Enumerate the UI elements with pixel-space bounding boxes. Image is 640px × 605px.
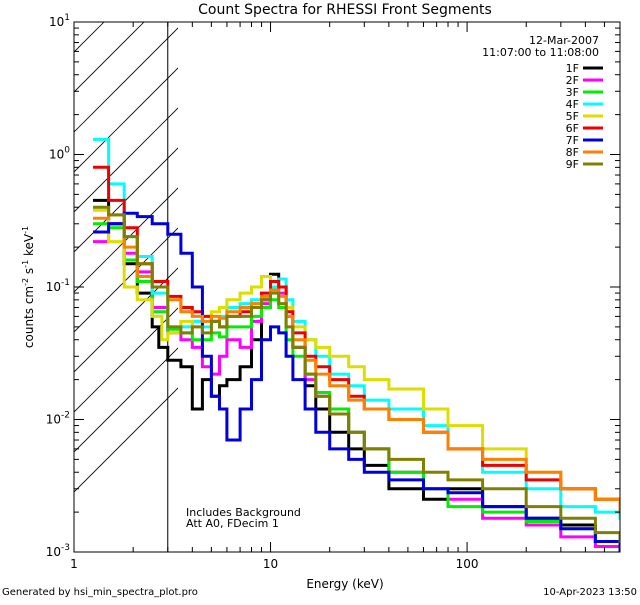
annotation-background: Includes Background bbox=[186, 506, 301, 519]
hatch-line bbox=[74, 107, 178, 213]
series-line-1f bbox=[93, 198, 620, 552]
legend-label-6f: 6F bbox=[566, 122, 579, 135]
legend-label-9f: 9F bbox=[566, 158, 579, 171]
x-axis-label: Energy (keV) bbox=[306, 577, 383, 591]
y-tick-exponent: -2 bbox=[61, 411, 70, 421]
y-tick-base: 10 bbox=[46, 280, 61, 294]
hatch-line bbox=[74, 307, 178, 413]
hatch-line bbox=[74, 67, 178, 173]
date-label: 12-Mar-2007 bbox=[529, 34, 599, 47]
hatch-line bbox=[74, 22, 145, 93]
legend-label-1f: 1F bbox=[566, 62, 579, 75]
time-range-label: 11:07:00 to 11:08:00 bbox=[482, 46, 599, 59]
data-series-group bbox=[93, 137, 620, 552]
y-axis-label: counts cm-2 s-1 keV-1 bbox=[21, 226, 36, 348]
y-tick-base: 10 bbox=[49, 15, 64, 29]
legend-label-8f: 8F bbox=[566, 146, 579, 159]
hatch-line bbox=[74, 27, 178, 133]
y-tick-exponent: -3 bbox=[61, 543, 70, 553]
legend-label-4f: 4F bbox=[566, 98, 579, 111]
legend-label-2f: 2F bbox=[566, 74, 579, 87]
y-tick-exponent: -1 bbox=[61, 278, 70, 288]
y-label-exp: -1 bbox=[21, 226, 30, 234]
y-label-part: s bbox=[22, 268, 36, 278]
y-tick-label: 101 bbox=[49, 13, 70, 29]
y-tick-base: 10 bbox=[46, 545, 61, 559]
hatch-line bbox=[74, 22, 105, 53]
chart-title: Count Spectra for RHESSI Front Segments bbox=[198, 2, 492, 18]
y-tick-base: 10 bbox=[49, 148, 64, 162]
series-line-9f bbox=[93, 205, 620, 543]
y-label-exp: -1 bbox=[21, 260, 30, 268]
y-tick-label: 10-2 bbox=[46, 411, 70, 427]
x-tick-label: 10 bbox=[263, 557, 278, 571]
annotation-attenuator: Att A0, FDecim 1 bbox=[186, 517, 279, 530]
series-line-3f bbox=[93, 222, 620, 552]
legend-label-7f: 7F bbox=[566, 134, 579, 147]
y-tick-exponent: 1 bbox=[64, 13, 70, 23]
generated-by-label: Generated by hsi_min_spectra_plot.pro bbox=[2, 587, 198, 598]
hatch-line bbox=[74, 267, 178, 373]
hatch-line bbox=[74, 387, 178, 493]
hatch-line bbox=[54, 0, 194, 32]
hatch-line bbox=[74, 347, 178, 453]
series-line-7f bbox=[93, 211, 620, 552]
y-label-part: counts cm bbox=[22, 286, 36, 348]
y-tick-label: 10-3 bbox=[46, 543, 70, 559]
y-tick-exponent: 0 bbox=[64, 146, 70, 156]
y-label-part: keV bbox=[22, 233, 36, 260]
legend-label-5f: 5F bbox=[566, 110, 579, 123]
x-axis: 1 10 100 bbox=[70, 22, 621, 571]
y-tick-label: 10-1 bbox=[46, 278, 70, 294]
series-line-8f bbox=[93, 213, 620, 514]
timestamp-label: 10-Apr-2023 13:50 bbox=[543, 587, 637, 598]
x-tick-label: 1 bbox=[70, 557, 78, 571]
legend-label-3f: 3F bbox=[566, 86, 579, 99]
x-tick-label: 100 bbox=[456, 557, 479, 571]
y-tick-label: 100 bbox=[49, 146, 70, 162]
y-label-exp: -2 bbox=[21, 278, 30, 286]
y-tick-base: 10 bbox=[46, 413, 61, 427]
